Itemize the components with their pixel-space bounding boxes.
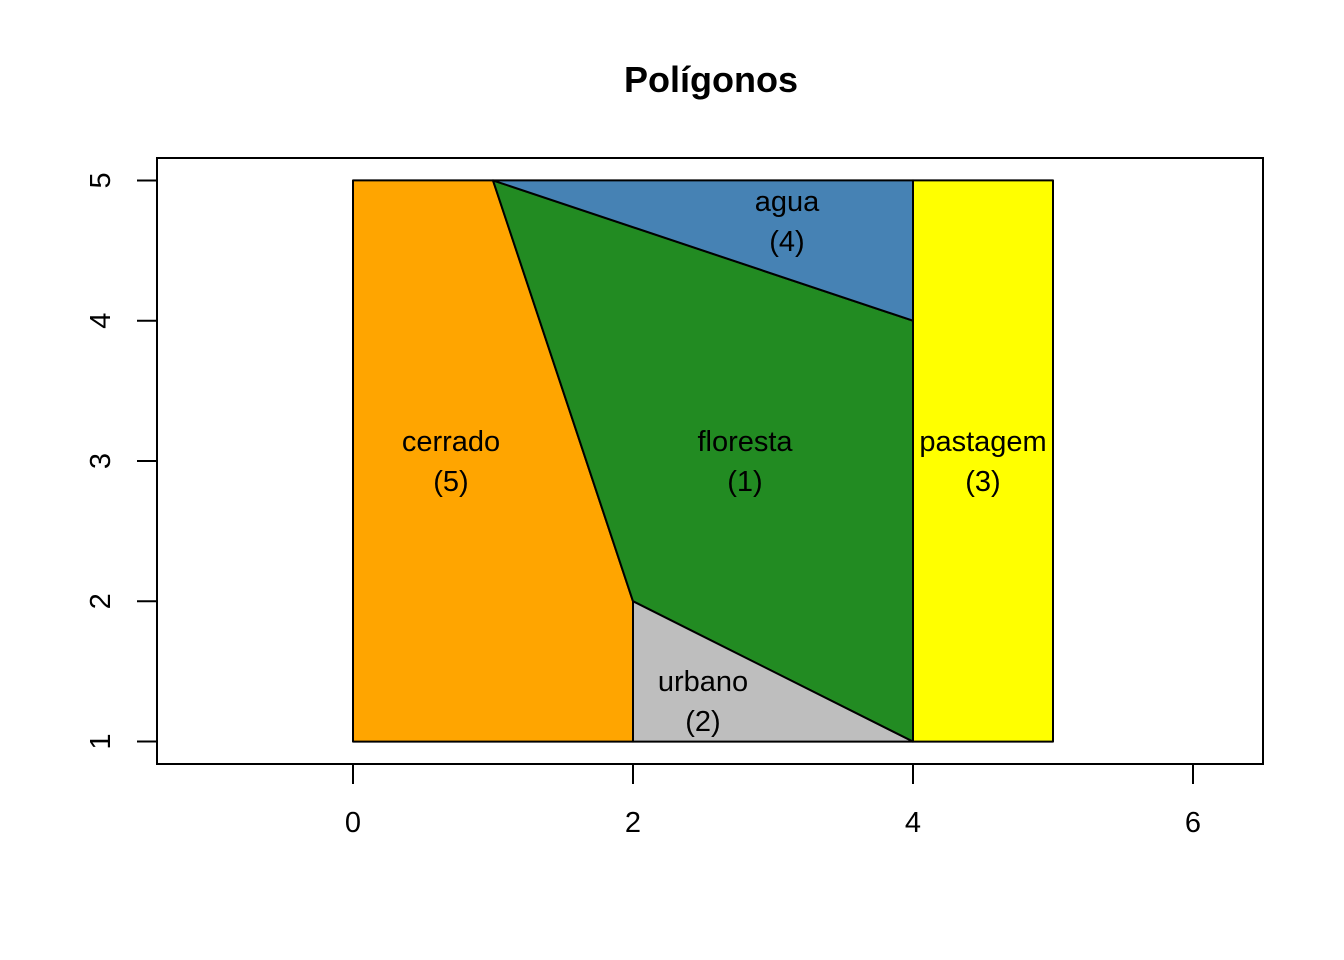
polygon-id-pastagem: (3) (965, 466, 1000, 498)
polygon-label-agua: agua (755, 186, 820, 218)
polygon-label-pastagem: pastagem (919, 426, 1046, 458)
x-axis: 0 2 4 6 (345, 763, 1201, 839)
y-tick-label: 4 (85, 313, 117, 329)
y-tick-label: 5 (85, 172, 117, 188)
y-tick-label: 3 (85, 453, 117, 469)
x-tick-label: 6 (1185, 807, 1201, 839)
polygon-label-urbano: urbano (658, 666, 748, 698)
polygon-id-agua: (4) (769, 226, 804, 258)
polygon-id-urbano: (2) (685, 706, 720, 738)
polygon-label-floresta: floresta (697, 426, 793, 458)
polygon-labels-layer: cerrado (5) floresta (1) agua (4) urbano (2) pas… (402, 186, 1047, 738)
y-tick-label: 2 (85, 593, 117, 609)
polygon-id-floresta: (1) (727, 466, 762, 498)
y-axis: 1 2 3 4 5 (85, 172, 158, 750)
polygon-pastagem (912, 179, 1054, 743)
x-tick-label: 4 (905, 807, 921, 839)
y-tick-label: 1 (85, 733, 117, 749)
polygons-layer (352, 179, 1054, 743)
chart-title: Polígonos (624, 59, 798, 100)
polygon-urbano (632, 600, 914, 743)
x-tick-label: 2 (625, 807, 641, 839)
x-tick-label: 0 (345, 807, 361, 839)
polygon-id-cerrado: (5) (433, 466, 468, 498)
polygon-label-cerrado: cerrado (402, 426, 500, 458)
